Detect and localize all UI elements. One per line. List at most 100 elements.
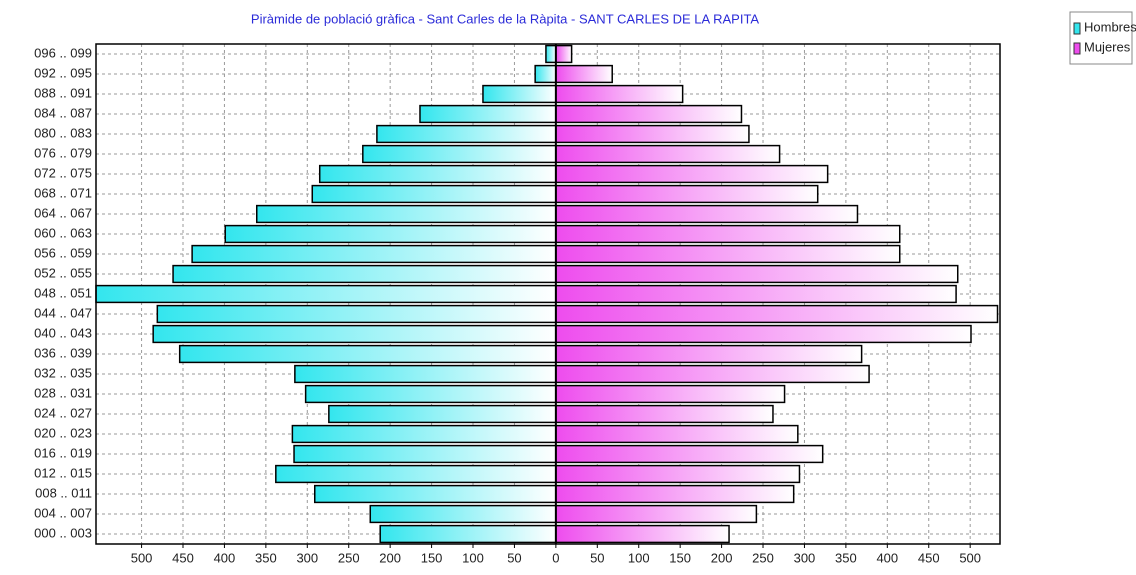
bar-mujeres bbox=[555, 244, 901, 264]
bar-hombres bbox=[95, 284, 557, 304]
x-tick-label: 150 bbox=[421, 550, 443, 565]
bar-hombres bbox=[294, 364, 557, 384]
bar-mujeres bbox=[555, 504, 758, 524]
x-tick-label: 250 bbox=[752, 550, 774, 565]
bar-hombres bbox=[313, 484, 557, 504]
bar-hombres bbox=[255, 204, 557, 224]
x-tick-label: 300 bbox=[794, 550, 816, 565]
bar-mujeres bbox=[555, 384, 786, 404]
bar-hombres bbox=[362, 144, 557, 164]
y-tick-label: 048 .. 051 bbox=[34, 285, 92, 300]
x-tick-label: 500 bbox=[131, 550, 153, 565]
bar-hombres bbox=[482, 84, 557, 104]
x-tick-label: 450 bbox=[918, 550, 940, 565]
x-tick-label: 500 bbox=[959, 550, 981, 565]
bar-hombres bbox=[328, 404, 557, 424]
y-tick-label: 096 .. 099 bbox=[34, 45, 92, 60]
bar-mujeres bbox=[555, 224, 901, 244]
y-tick-label: 004 .. 007 bbox=[34, 505, 92, 520]
y-tick-label: 084 .. 087 bbox=[34, 105, 92, 120]
y-tick-label: 032 .. 035 bbox=[34, 365, 92, 380]
bar-hombres bbox=[376, 124, 557, 144]
bar-hombres bbox=[419, 104, 557, 124]
legend-label: Hombres bbox=[1084, 19, 1136, 34]
bar-hombres bbox=[545, 44, 557, 64]
bar-mujeres bbox=[555, 304, 999, 324]
y-tick-label: 056 .. 059 bbox=[34, 245, 92, 260]
bar-mujeres bbox=[555, 104, 743, 124]
x-tick-label: 350 bbox=[835, 550, 857, 565]
bar-hombres bbox=[152, 324, 557, 344]
y-tick-label: 044 .. 047 bbox=[34, 305, 92, 320]
y-tick-label: 012 .. 015 bbox=[34, 465, 92, 480]
bar-mujeres bbox=[555, 124, 750, 144]
legend-swatch bbox=[1073, 42, 1081, 55]
x-tick-label: 50 bbox=[590, 550, 604, 565]
bar-mujeres bbox=[555, 64, 613, 84]
bar-hombres bbox=[379, 524, 557, 544]
bar-mujeres bbox=[555, 324, 972, 344]
bar-mujeres bbox=[555, 44, 573, 64]
bar-mujeres bbox=[555, 404, 774, 424]
bar-hombres bbox=[534, 64, 557, 84]
bar-mujeres bbox=[555, 364, 870, 384]
y-tick-label: 088 .. 091 bbox=[34, 85, 92, 100]
x-tick-label: 250 bbox=[338, 550, 360, 565]
bar-mujeres bbox=[555, 424, 799, 444]
legend-swatch bbox=[1073, 22, 1081, 35]
bar-mujeres bbox=[555, 184, 819, 204]
bar-mujeres bbox=[555, 464, 801, 484]
y-tick-label: 040 .. 043 bbox=[34, 325, 92, 340]
bar-hombres bbox=[156, 304, 557, 324]
bar-hombres bbox=[369, 504, 557, 524]
legend-box bbox=[1069, 11, 1133, 65]
y-tick-label: 036 .. 039 bbox=[34, 345, 92, 360]
y-tick-label: 064 .. 067 bbox=[34, 205, 92, 220]
x-tick-label: 350 bbox=[255, 550, 277, 565]
bar-hombres bbox=[291, 424, 557, 444]
x-tick-label: 0 bbox=[552, 550, 559, 565]
y-tick-label: 072 .. 075 bbox=[34, 165, 92, 180]
y-tick-label: 080 .. 083 bbox=[34, 125, 92, 140]
x-tick-label: 100 bbox=[628, 550, 650, 565]
bar-hombres bbox=[172, 264, 557, 284]
bar-mujeres bbox=[555, 444, 824, 464]
bar-hombres bbox=[224, 224, 557, 244]
x-tick-label: 300 bbox=[296, 550, 318, 565]
bar-hombres bbox=[191, 244, 557, 264]
x-tick-label: 400 bbox=[214, 550, 236, 565]
bar-mujeres bbox=[555, 164, 829, 184]
bar-hombres bbox=[304, 384, 557, 404]
y-tick-label: 000 .. 003 bbox=[34, 525, 92, 540]
x-tick-label: 100 bbox=[462, 550, 484, 565]
legend-label: Mujeres bbox=[1084, 39, 1131, 54]
bar-mujeres bbox=[555, 284, 957, 304]
bar-hombres bbox=[178, 344, 557, 364]
y-tick-label: 028 .. 031 bbox=[34, 385, 92, 400]
y-tick-label: 020 .. 023 bbox=[34, 425, 92, 440]
y-tick-label: 024 .. 027 bbox=[34, 405, 92, 420]
x-tick-label: 50 bbox=[507, 550, 521, 565]
x-tick-label: 450 bbox=[172, 550, 194, 565]
y-tick-label: 092 .. 095 bbox=[34, 65, 92, 80]
bar-hombres bbox=[293, 444, 557, 464]
x-tick-label: 400 bbox=[876, 550, 898, 565]
y-tick-label: 068 .. 071 bbox=[34, 185, 92, 200]
legend: Hombres Mujeres bbox=[1069, 11, 1136, 65]
plot-border bbox=[95, 43, 1001, 545]
bar-mujeres bbox=[555, 84, 684, 104]
bar-mujeres bbox=[555, 344, 863, 364]
y-tick-label: 052 .. 055 bbox=[34, 265, 92, 280]
bar-hombres bbox=[311, 184, 557, 204]
y-tick-label: 060 .. 063 bbox=[34, 225, 92, 240]
y-tick-label: 016 .. 019 bbox=[34, 445, 92, 460]
y-tick-label: 008 .. 011 bbox=[35, 485, 92, 500]
bar-mujeres bbox=[555, 144, 781, 164]
bar-mujeres bbox=[555, 204, 859, 224]
x-tick-label: 150 bbox=[669, 550, 691, 565]
bar-hombres bbox=[318, 164, 557, 184]
bar-mujeres bbox=[555, 524, 730, 544]
chart-title: Piràmide de població gràfica - Sant Carl… bbox=[251, 11, 760, 26]
